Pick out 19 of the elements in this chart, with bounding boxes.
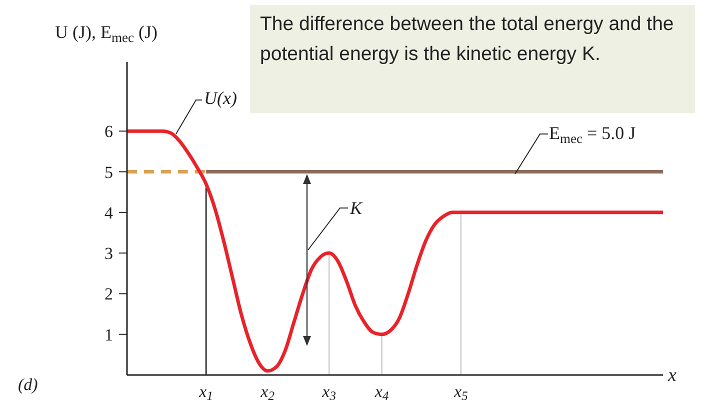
line-series (125, 129, 665, 373)
x-tick-label: x$_{3}$ (321, 382, 336, 400)
annotation: K (349, 198, 363, 218)
y-tick-label: 6 (104, 122, 113, 142)
x-tick-label: x$_{5}$ (452, 382, 468, 400)
y-tick-label: 1 (104, 325, 113, 344)
x-tick-label: x$_{1}$ (198, 382, 214, 400)
x-axis-title: x (667, 365, 677, 386)
text: U(x) (204, 88, 237, 108)
y-tick-label: 3 (104, 244, 113, 264)
x-tick-label: x$_{4}$ (374, 382, 390, 400)
callout-box: The difference between the total energy and the potential energy is the kinetic energy K. (250, 5, 695, 113)
y-tick-label: 5 (104, 162, 113, 182)
y-axis-title: U (J), E$_{mec}$ (J) (55, 22, 158, 44)
y-tick-label: 4 (104, 203, 114, 222)
text: (d) (18, 375, 38, 394)
y-tick-label: 2 (104, 284, 113, 304)
series-label: E$_{mec}$ = 5.0 J (549, 123, 636, 146)
x-tick-label: x$_{2}$ (260, 382, 276, 400)
